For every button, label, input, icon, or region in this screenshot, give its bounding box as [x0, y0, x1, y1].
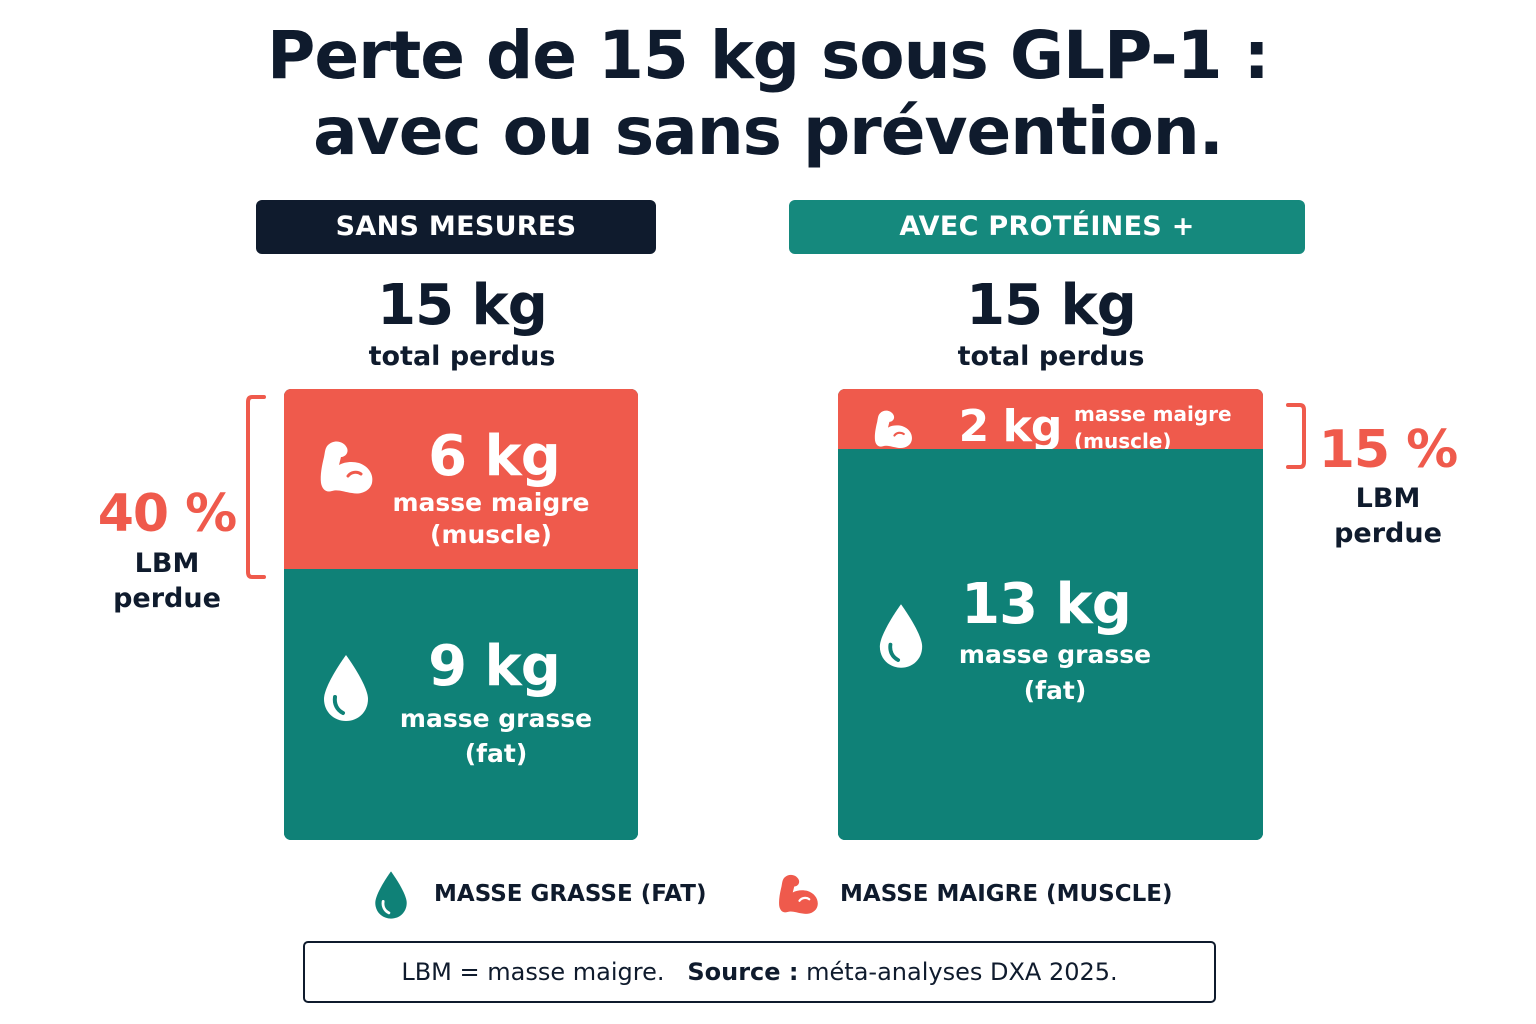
right-muscle-label-1: masse maigre — [1074, 402, 1232, 426]
left-lbm-percent: 40 % — [97, 484, 238, 544]
right-lbm-percent: 15 % — [1318, 420, 1459, 480]
left-lbm-bracket — [246, 395, 266, 579]
right-lbm-label-2: perdue — [1334, 518, 1442, 549]
flexed-bicep-icon — [874, 410, 912, 449]
left-lbm-label: LBM perdue — [92, 546, 242, 616]
footnote-definition: LBM = masse maigre. — [401, 958, 665, 986]
footnote-source-label: Source : — [687, 958, 799, 986]
left-fat-value: 9 kg — [428, 634, 561, 699]
left-fat-label-1: masse grasse — [399, 704, 593, 733]
bar-segment-fat: 9 kg masse grasse (fat) — [284, 569, 638, 840]
flexed-bicep-icon — [779, 874, 818, 914]
flexed-bicep-icon — [320, 441, 373, 494]
water-drop-icon — [879, 604, 923, 668]
left-muscle-label-1: masse maigre — [392, 488, 590, 517]
left-muscle-label-2: (muscle) — [430, 520, 552, 549]
right-fat-value: 13 kg — [961, 572, 1132, 637]
left-total-value: 15 kg — [377, 273, 548, 338]
legend-muscle-label: MASSE MAIGRE (MUSCLE) — [840, 881, 1173, 907]
right-total-label: total perdus — [957, 341, 1145, 372]
right-lbm-label: LBM perdue — [1318, 481, 1458, 551]
right-total-value: 15 kg — [966, 273, 1137, 338]
water-drop-icon — [375, 871, 407, 919]
bar-segment-muscle: 6 kg masse maigre (muscle) — [284, 389, 638, 569]
right-fat-label: masse grasse (fat) — [948, 637, 1162, 709]
title-line-1: Perte de 15 kg sous GLP-1 : — [267, 17, 1270, 94]
left-muscle-label: masse maigre (muscle) — [384, 487, 598, 551]
footnote-source-text: méta-analyses DXA 2025. — [806, 958, 1118, 986]
right-muscle-label: masse maigre (muscle) — [1074, 401, 1234, 455]
header-sans-mesures: SANS MESURES — [256, 200, 656, 254]
right-lbm-bracket — [1286, 403, 1306, 469]
legend-fat: MASSE GRASSE (FAT) — [372, 870, 707, 920]
chart-title: Perte de 15 kg sous GLP-1 : avec ou sans… — [0, 18, 1536, 170]
bar-segment-muscle: 2 kg masse maigre (muscle) — [838, 389, 1263, 453]
header-avec-proteines: AVEC PROTÉINES + MUSCULATION — [789, 200, 1305, 296]
left-fat-label: masse grasse (fat) — [384, 701, 608, 771]
legend-muscle: MASSE MAIGRE (MUSCLE) — [774, 870, 1172, 920]
left-muscle-value: 6 kg — [428, 424, 561, 489]
right-lbm-label-1: LBM — [1355, 483, 1421, 514]
title-line-2: avec ou sans prévention. — [313, 93, 1224, 170]
left-total-label: total perdus — [368, 341, 556, 372]
left-lbm-label-2: perdue — [113, 583, 221, 614]
bar-sans-mesures: 6 kg masse maigre (muscle) 9 kg masse gr… — [284, 389, 638, 840]
water-drop-icon — [324, 655, 368, 721]
right-fat-label-1: masse grasse — [958, 640, 1152, 669]
right-muscle-value: 2 kg — [958, 401, 1063, 452]
left-fat-label-2: (fat) — [464, 739, 528, 768]
legend-fat-label: MASSE GRASSE (FAT) — [434, 881, 707, 907]
left-lbm-label-1: LBM — [134, 548, 200, 579]
bar-segment-fat: 13 kg masse grasse (fat) — [838, 449, 1263, 840]
footnote-box: LBM = masse maigre. Source : méta-analys… — [303, 941, 1216, 1003]
right-fat-label-2: (fat) — [1023, 676, 1087, 705]
bar-avec-proteines: 2 kg masse maigre (muscle) 13 kg masse g… — [838, 389, 1263, 840]
